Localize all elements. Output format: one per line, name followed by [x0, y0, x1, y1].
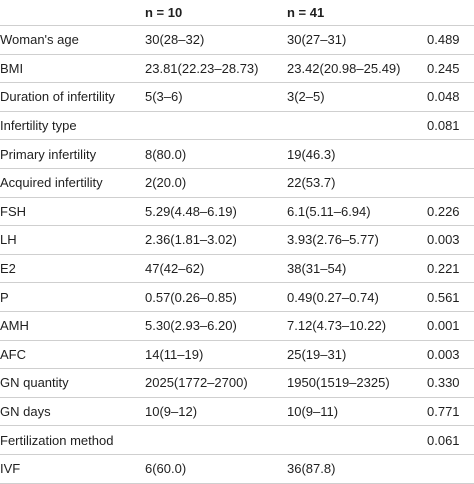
- table-row: E2 47(42–62) 38(31–54) 0.221: [0, 255, 474, 284]
- group1-value: 14(11–19): [145, 346, 204, 362]
- row-label: P: [0, 289, 9, 305]
- p-value: 0.061: [427, 432, 460, 448]
- p-value: 0.048: [427, 89, 460, 105]
- group2-value: 10(9–11): [287, 404, 339, 420]
- row-label: Acquired infertility: [0, 175, 103, 191]
- group2-value: 25(19–31): [287, 346, 347, 362]
- group2-value: 3(2–5): [287, 89, 325, 105]
- row-label: Fertilization method: [0, 432, 114, 448]
- group1-value: 47(42–62): [145, 261, 205, 277]
- table-row: Duration of infertility 5(3–6) 3(2–5) 0.048: [0, 83, 474, 112]
- group2-value: 38(31–54): [287, 261, 347, 277]
- row-label: AMH: [0, 318, 29, 334]
- table-row: AMH 5.30(2.93–6.20) 7.12(4.73–10.22) 0.001: [0, 312, 474, 341]
- table-row: GN days 10(9–12) 10(9–11) 0.771: [0, 398, 474, 427]
- group2-value: 30(27–31): [287, 32, 347, 48]
- group1-value: 23.81(22.23–28.73): [145, 60, 259, 76]
- group1-value: 2.36(1.81–3.02): [145, 232, 237, 248]
- table-row: Acquired infertility 2(20.0) 22(53.7): [0, 169, 474, 198]
- table-row: Woman's age 30(28–32) 30(27–31) 0.489: [0, 26, 474, 55]
- p-value: 0.245: [427, 60, 460, 76]
- p-value: 0.330: [427, 375, 460, 391]
- table-row: LH 2.36(1.81–3.02) 3.93(2.76–5.77) 0.003: [0, 226, 474, 255]
- table-header: n = 10 n = 41: [0, 0, 474, 26]
- group1-value: 2025(1772–2700): [145, 375, 248, 391]
- table-row: BMI 23.81(22.23–28.73) 23.42(20.98–25.49) 0…: [0, 55, 474, 84]
- group1-value: 0.57(0.26–0.85): [145, 289, 237, 305]
- row-label: Primary infertility: [0, 146, 97, 162]
- group2-value: 36(87.8): [287, 461, 336, 477]
- table-row: IVF 6(60.0) 36(87.8): [0, 455, 474, 484]
- p-value: 0.561: [427, 289, 460, 305]
- row-label: Duration of infertility: [0, 89, 115, 105]
- group2-value: 1950(1519–2325): [287, 375, 390, 391]
- table-row: Infertility type 0.081: [0, 112, 474, 141]
- header-group2: n = 41: [287, 5, 325, 20]
- row-label: E2: [0, 261, 16, 277]
- p-value: 0.489: [427, 32, 460, 48]
- group1-value: 30(28–32): [145, 32, 205, 48]
- table-row: Fertilization method 0.061: [0, 426, 474, 455]
- header-group1: n = 10: [145, 5, 183, 20]
- table-body: Woman's age 30(28–32) 30(27–31) 0.489 BMI 23.…: [0, 26, 474, 484]
- p-value: 0.003: [427, 346, 460, 362]
- p-value: 0.081: [427, 118, 460, 134]
- row-label: Woman's age: [0, 32, 79, 48]
- group2-value: 22(53.7): [287, 175, 336, 191]
- group2-value: 6.1(5.11–6.94): [287, 203, 371, 219]
- group2-value: 23.42(20.98–25.49): [287, 60, 401, 76]
- group1-value: 5(3–6): [145, 89, 183, 105]
- p-value: 0.226: [427, 203, 460, 219]
- group1-value: 10(9–12): [145, 404, 198, 420]
- p-value: 0.003: [427, 232, 460, 248]
- table-row: AFC 14(11–19) 25(19–31) 0.003: [0, 341, 474, 370]
- group1-value: 5.30(2.93–6.20): [145, 318, 237, 334]
- row-label: IVF: [0, 461, 21, 477]
- group1-value: 2(20.0): [145, 175, 187, 191]
- row-label: BMI: [0, 60, 24, 76]
- row-label: Infertility type: [0, 118, 77, 134]
- table-row: GN quantity 2025(1772–2700) 1950(1519–2325…: [0, 369, 474, 398]
- table-row: P 0.57(0.26–0.85) 0.49(0.27–0.74) 0.561: [0, 283, 474, 312]
- group1-value: 5.29(4.48–6.19): [145, 203, 237, 219]
- group2-value: 7.12(4.73–10.22): [287, 318, 387, 334]
- group1-value: 6(60.0): [145, 461, 187, 477]
- row-label: LH: [0, 232, 17, 248]
- p-value: 0.221: [427, 261, 460, 277]
- group2-value: 0.49(0.27–0.74): [287, 289, 379, 305]
- p-value: 0.001: [427, 318, 460, 334]
- row-label: GN quantity: [0, 375, 69, 391]
- table-row: FSH 5.29(4.48–6.19) 6.1(5.11–6.94) 0.226: [0, 198, 474, 227]
- table-row: Primary infertility 8(80.0) 19(46.3): [0, 140, 474, 169]
- group2-value: 3.93(2.76–5.77): [287, 232, 379, 248]
- row-label: AFC: [0, 346, 26, 362]
- row-label: GN days: [0, 404, 51, 420]
- group2-value: 19(46.3): [287, 146, 336, 162]
- group1-value: 8(80.0): [145, 146, 187, 162]
- p-value: 0.771: [427, 404, 460, 420]
- row-label: FSH: [0, 203, 26, 219]
